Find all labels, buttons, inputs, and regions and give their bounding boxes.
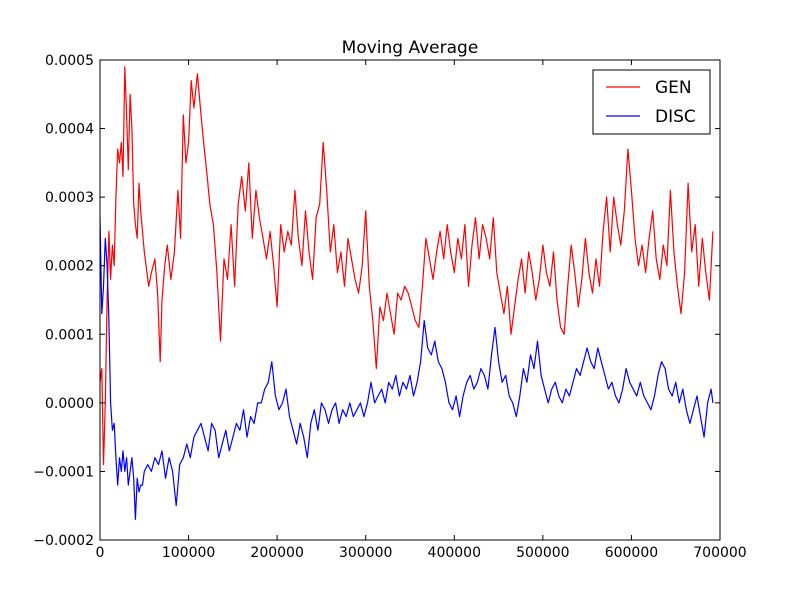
x-tick-label: 100000: [162, 545, 215, 561]
y-tick-label: 0.0000: [45, 396, 94, 412]
x-tick-label: 500000: [516, 545, 569, 561]
y-tick-label: 0.0003: [45, 190, 94, 206]
x-tick-label: 700000: [693, 545, 746, 561]
x-tick-label: 600000: [605, 545, 658, 561]
x-tick-label: 0: [96, 545, 105, 561]
legend-label-gen: GEN: [655, 78, 692, 98]
x-tick-label: 200000: [250, 545, 303, 561]
legend: GEN DISC: [592, 69, 711, 135]
y-tick-label: 0.0005: [45, 53, 94, 69]
y-tick-label: 0.0001: [45, 327, 94, 343]
axes-layer: 0 100000 200000 300000 400000 500000 600000 700…: [33, 53, 746, 561]
legend-box: [592, 69, 711, 135]
plot-frame: [99, 59, 721, 541]
series-line-disc: [100, 217, 714, 520]
x-tick-label: 300000: [339, 545, 392, 561]
series-line-gen: [100, 66, 714, 466]
y-tick-label: 0.0002: [45, 259, 94, 275]
legend-label-disc: DISC: [655, 107, 696, 127]
y-tick-label: −0.0001: [33, 464, 94, 480]
series-layer: [100, 66, 714, 520]
x-tick-label: 400000: [428, 545, 481, 561]
y-tick-label: −0.0002: [33, 533, 94, 549]
chart-title: Moving Average: [342, 38, 479, 58]
y-tick-label: 0.0004: [45, 122, 94, 138]
